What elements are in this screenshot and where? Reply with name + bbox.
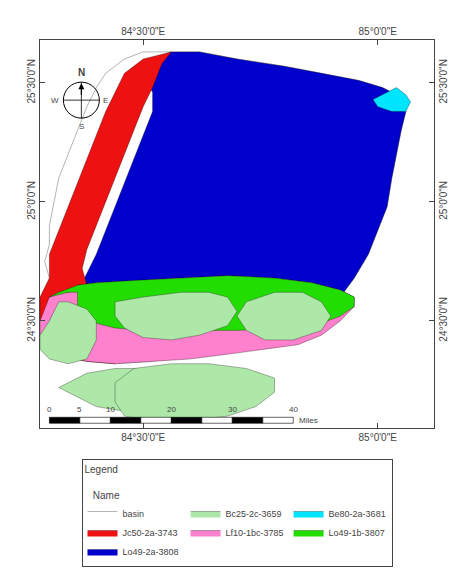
svg-text:Bc25-2c-3659: Bc25-2c-3659 — [226, 509, 282, 519]
svg-text:85°0'0"E: 85°0'0"E — [359, 26, 398, 37]
svg-text:25°30'0"N: 25°30'0"N — [26, 59, 37, 104]
svg-text:Jc50-2a-3743: Jc50-2a-3743 — [123, 528, 178, 538]
svg-text:W: W — [51, 96, 59, 105]
svg-text:30: 30 — [228, 405, 237, 414]
svg-text:basin: basin — [123, 509, 145, 519]
svg-text:84°30'0"E: 84°30'0"E — [121, 26, 165, 37]
svg-text:N: N — [78, 67, 85, 78]
svg-text:0: 0 — [47, 405, 52, 414]
svg-text:25°0'0"N: 25°0'0"N — [26, 181, 37, 220]
svg-text:Be80-2a-3681: Be80-2a-3681 — [329, 509, 386, 519]
svg-text:84°30'0"E: 84°30'0"E — [121, 432, 165, 443]
svg-text:5: 5 — [77, 405, 82, 414]
svg-text:85°0'0"E: 85°0'0"E — [359, 432, 398, 443]
svg-text:25°0'0"N: 25°0'0"N — [438, 181, 449, 220]
svg-text:24°30'0"N: 24°30'0"N — [26, 297, 37, 342]
svg-text:Legend Name: Legend Name — [85, 464, 120, 501]
svg-text:Lf10-1bc-3785: Lf10-1bc-3785 — [226, 528, 284, 538]
svg-text:Miles: Miles — [299, 416, 318, 425]
svg-text:25°30'0"N: 25°30'0"N — [438, 59, 449, 104]
svg-text:40: 40 — [289, 405, 298, 414]
svg-text:Lo49-2a-3808: Lo49-2a-3808 — [123, 547, 179, 557]
svg-text:Lo49-1b-3807: Lo49-1b-3807 — [329, 528, 385, 538]
svg-text:S: S — [79, 122, 84, 131]
svg-text:24°30'0"N: 24°30'0"N — [438, 297, 449, 342]
svg-text:10: 10 — [106, 405, 115, 414]
svg-text:E: E — [103, 96, 108, 105]
svg-text:20: 20 — [167, 405, 176, 414]
